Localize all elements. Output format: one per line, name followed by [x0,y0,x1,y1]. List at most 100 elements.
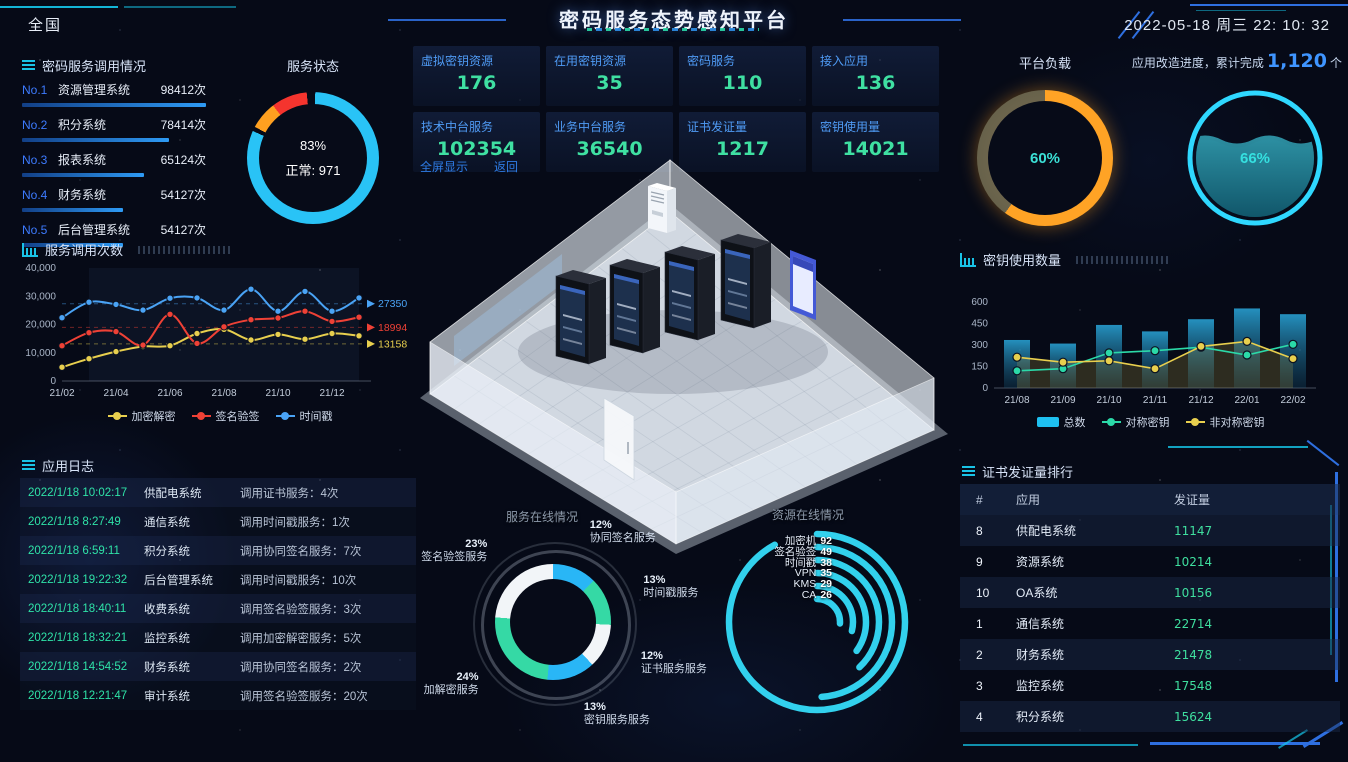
log-row: 2022/1/18 8:27:49 通信系统 调用时间戳服务：1次 [20,507,416,536]
upgrade-unit: 个 [1329,56,1342,70]
decor-frame-line [1168,446,1308,448]
rank-row: No.2 积分系统 78414次 [22,116,206,133]
service-online-label: 服务在线情况 [506,510,579,524]
log-action: 调用协同签名服务：2次 [240,661,362,674]
cert-app-name: 积分系统 [1016,710,1065,724]
legend-swatch [1036,417,1059,427]
log-system: 后台管理系统 [144,574,213,587]
stat-card-value: 102354 [436,138,517,160]
stat-card-label: 证书发证量 [687,120,748,134]
cert-count: 11147 [1174,523,1213,538]
legend-item-2[interactable]: 时间戳 [275,408,333,424]
stat-card-0: 虚拟密钥资源 176 [413,46,540,106]
log-time: 2022/1/18 14:54:52 [28,660,128,673]
legend-marker [107,412,127,420]
stat-card-1: 在用密钥资源 35 [546,46,673,106]
svg-text:21/06: 21/06 [157,388,182,399]
rank-system-name: 报表系统 [58,153,107,167]
log-time: 2022/1/18 18:32:21 [28,631,128,644]
legend-item-line-1[interactable]: 非对称密钥 [1185,414,1265,430]
cert-table-row: 8 供配电系统 11147 [960,515,1340,546]
stat-card-value: 35 [596,72,623,94]
panel-title-key-usage: 密钥使用数量 [960,250,1169,269]
panel-title-service-calls: 密码服务调用情况 [22,56,146,75]
service-status-title: 服务状态 [286,59,339,74]
svg-text:40,000: 40,000 [25,263,56,274]
legend-item-0[interactable]: 加密解密 [107,408,176,424]
legend-item-line-0[interactable]: 对称密钥 [1101,414,1170,430]
log-action: 调用时间戳服务：1次 [240,516,350,529]
svg-text:300: 300 [971,340,988,351]
fullscreen-link[interactable]: 全屏显示 [420,160,469,174]
rank-value: 65124次 [160,153,206,167]
svg-text:21/02: 21/02 [49,388,74,399]
load-percent: 60% [1029,149,1061,167]
svg-text:20,000: 20,000 [25,320,56,331]
donut-outer-ring [481,550,631,700]
donut-hole [988,101,1102,215]
panel-title-text: 服务调用次数 [45,243,124,258]
rank-value: 54127次 [160,188,206,202]
datetime-label: 2022-05-18 周三 22: 10: 32 [1124,17,1330,34]
log-time: 2022/1/18 12:21:47 [28,689,128,702]
upgrade-progress-label: 应用改造进度，累计完成 1,120 个 [1120,50,1342,72]
trend-legend: 加密解密 签名验签 时间戳 [20,408,420,424]
stat-card-value: 136 [855,72,896,94]
decor-frame-line [1278,729,1308,749]
rank-row: No.3 报表系统 65124次 [22,151,206,168]
rank-row: No.4 财务系统 54127次 [22,186,206,203]
legend-marker [1101,418,1121,426]
svg-text:22/01: 22/01 [1234,395,1259,406]
title-underline-decor [587,28,759,31]
cert-rank-number: 3 [976,678,983,693]
page-title: 密码服务态势感知平台 [559,10,789,32]
log-system: 审计系统 [144,690,190,703]
upgrade-percent: 66% [1239,149,1271,167]
stat-card-7: 密钥使用量 14021 [812,112,939,172]
cert-rank-number: 4 [976,709,983,724]
upgrade-prefix: 应用改造进度，累计完成 [1131,56,1264,70]
svg-text:21/10: 21/10 [1096,395,1121,406]
log-action: 调用时间戳服务：10次 [240,574,357,587]
log-system: 监控系统 [144,632,190,645]
log-row: 2022/1/18 6:59:11 积分系统 调用协同签名服务：7次 [20,536,416,565]
cert-table-row: 4 积分系统 15624 [960,701,1340,732]
log-row: 2022/1/18 12:21:47 审计系统 调用签名验签服务：20次 [20,681,416,710]
platform-load-title: 平台负载 [1018,56,1071,71]
panel-subtitle-decor [138,245,231,254]
log-time: 2022/1/18 10:02:17 [28,486,128,499]
radial-label: VPN 35 [794,567,832,580]
svg-text:150: 150 [971,362,988,373]
log-row: 2022/1/18 18:32:21 监控系统 调用加密解密服务：5次 [20,623,416,652]
donut-segment-label: 12% 协同签名服务 [589,519,656,545]
legend-marker [191,412,211,420]
legend-item-bars[interactable]: 总数 [1036,414,1086,430]
radial-label: 签名验签 49 [774,545,832,558]
legend-item-1[interactable]: 签名验签 [191,408,260,424]
cert-count: 21478 [1174,647,1213,662]
region-label: 全国 [28,17,63,34]
rank-number: No.4 [22,188,48,202]
stat-card-label: 接入应用 [820,54,869,68]
service-call-rank-list: No.1 资源管理系统 98412次 No.2 积分系统 78414次 No.3 报表系统 65… [22,72,206,247]
svg-text:21/08: 21/08 [1004,395,1029,406]
panel-title-text: 证书发证量排行 [982,465,1074,480]
panel-title-cert-rank: 证书发证量排行 [962,462,1073,481]
rank-system-name: 积分系统 [58,118,107,132]
stat-card-2: 密码服务 110 [679,46,806,106]
cert-rank-number: 8 [976,523,983,538]
platform-load-donut: 60% [977,90,1113,226]
panel-subtitle-decor [1076,255,1169,264]
log-time: 2022/1/18 19:22:32 [28,573,128,586]
svg-text:18994: 18994 [378,322,407,334]
log-action: 调用签名验签服务：20次 [240,690,368,703]
cert-rank-number: 10 [976,585,990,600]
log-system: 积分系统 [144,545,190,558]
svg-text:600: 600 [971,297,988,308]
svg-text:21/10: 21/10 [265,388,290,399]
svg-text:21/11: 21/11 [1143,395,1168,406]
call-trend-line-chart: 0 10,000 20,000 30,000 40,000 21/02 21/04 21/06… [25,263,407,399]
stat-card-label: 业务中台服务 [554,120,627,134]
log-row: 2022/1/18 14:54:52 财务系统 调用协同签名服务：2次 [20,652,416,681]
back-link[interactable]: 返回 [494,160,519,174]
